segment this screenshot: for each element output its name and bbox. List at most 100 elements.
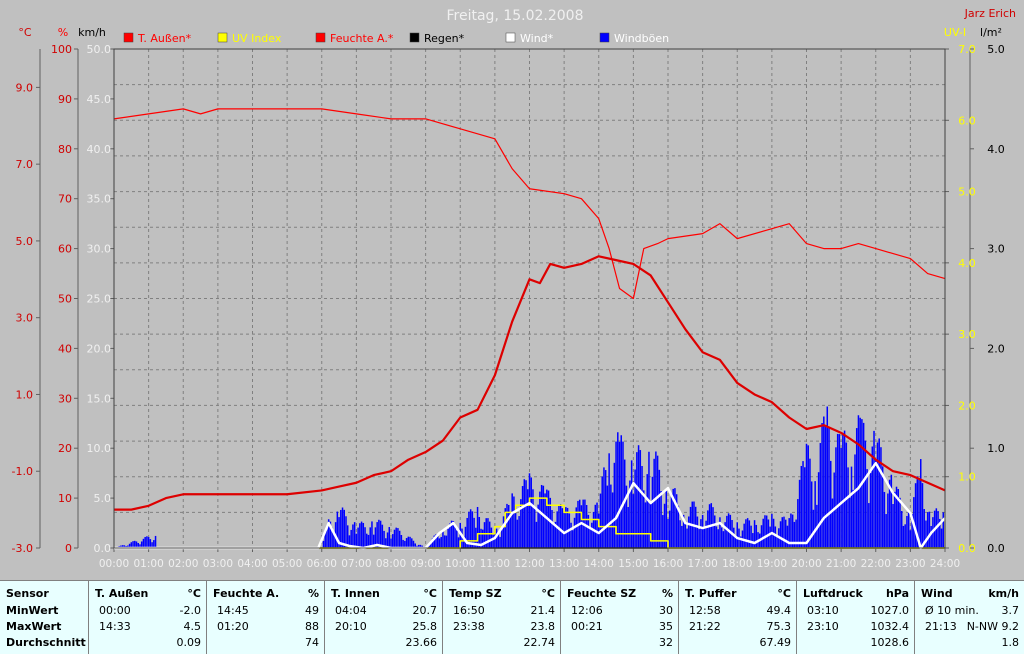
stats-sensor-name: Wind (921, 587, 953, 600)
temp-tick-label: 7.0 (16, 158, 34, 171)
x-tick-label: 21:00 (826, 558, 856, 570)
stats-group: Feuchte A.% 14:45 49 01:20 88 74 (206, 581, 325, 654)
hum-tick-label: 80 (58, 143, 72, 156)
stats-min-value: 20.7 (412, 604, 438, 617)
stats-group: Wind km/h Ø 10 min. 3.7 21:13 N-NW 9.2 1.8 (914, 581, 1024, 654)
uv-tick-label: 7.0 (958, 43, 976, 56)
uv-tick-label: 2.0 (958, 399, 976, 412)
x-tick-label: 17:00 (687, 558, 717, 570)
stats-sensor-name: Feuchte A. (213, 587, 280, 600)
wind-tick-label: 35.0 (87, 193, 112, 206)
x-tick-label: 08:00 (376, 558, 406, 570)
rain-tick-label: 5.0 (987, 43, 1005, 56)
stats-sensor-unit: % (661, 587, 673, 600)
uv-tick-label: 1.0 (958, 471, 976, 484)
chart-title: Freitag, 15.02.2008 (447, 8, 584, 24)
x-tick-label: 02:00 (168, 558, 198, 570)
stats-min-time: 03:10 (807, 604, 839, 617)
uv-tick-label: 4.0 (958, 257, 976, 270)
uv-tick-label: 3.0 (958, 328, 976, 341)
stats-group: Temp SZ °C 16:50 21.4 23:38 23.8 22.74 (442, 581, 561, 654)
stats-row-labels: Sensor MinWert MaxWert Durchschnitt (0, 581, 88, 654)
uv-tick-label: 0.0 (958, 542, 976, 555)
legend-swatch (505, 32, 516, 43)
stats-max-value: 88 (305, 620, 319, 633)
x-tick-label: 04:00 (237, 558, 267, 570)
stats-max-time: 21:13 (925, 620, 957, 633)
stats-group: T. Außen °C 00:00 -2.0 14:33 4.5 0.09 (88, 581, 207, 654)
wind-tick-label: 45.0 (87, 93, 112, 106)
wind-tick-label: 50.0 (87, 43, 112, 56)
hum-tick-label: 10 (58, 492, 72, 505)
stats-avg-value: 0.09 (176, 636, 202, 649)
rain-unit-label: l/m² (980, 26, 1002, 39)
stats-max-value: 1032.4 (870, 620, 910, 633)
stats-max-value: 75.3 (766, 620, 792, 633)
row-label-sensor: Sensor (6, 587, 49, 600)
stats-min-value: -2.0 (179, 604, 201, 617)
x-tick-label: 10:00 (445, 558, 475, 570)
hum-tick-label: 100 (51, 43, 72, 56)
stats-min-value: 21.4 (530, 604, 556, 617)
stats-min-time: 04:04 (335, 604, 367, 617)
stats-group: Feuchte SZ% 12:06 30 00:21 35 32 (560, 581, 679, 654)
series-temperature-outside (114, 255, 946, 511)
stats-min-time: Ø 10 min. (925, 604, 979, 617)
row-label-min: MinWert (6, 604, 59, 617)
series-wind (114, 461, 946, 550)
stats-max-value: 35 (659, 620, 673, 633)
stats-sensor-name: T. Innen (331, 587, 380, 600)
legend-label: Wind* (520, 32, 554, 45)
x-tick-label: 16:00 (653, 558, 683, 570)
stats-sensor-name: Luftdruck (803, 587, 863, 600)
stats-min-time: 12:06 (571, 604, 603, 617)
x-tick-label: 11:00 (480, 558, 510, 570)
stats-sensor-unit: °C (423, 587, 437, 600)
stats-min-time: 16:50 (453, 604, 485, 617)
stats-sensor-name: Feuchte SZ (567, 587, 637, 600)
legend-label: Windböen (614, 32, 669, 45)
stats-min-value: 3.7 (1001, 604, 1020, 617)
rain-tick-label: 2.0 (987, 342, 1005, 355)
legend-swatch (315, 32, 326, 43)
temp-tick-label: 5.0 (16, 235, 34, 248)
stats-sensor-unit: °C (541, 587, 555, 600)
hum-tick-label: 50 (58, 293, 72, 306)
wind-tick-label: 15.0 (87, 392, 112, 405)
stats-avg-value: 74 (305, 636, 319, 649)
temp-tick-label: -3.0 (12, 542, 33, 555)
hum-tick-label: 70 (58, 193, 72, 206)
x-tick-label: 23:00 (895, 558, 925, 570)
stats-max-time: 23:38 (453, 620, 485, 633)
x-tick-label: 12:00 (514, 558, 544, 570)
temp-tick-label: 3.0 (16, 312, 34, 325)
stats-min-value: 1027.0 (870, 604, 910, 617)
stats-min-time: 12:58 (689, 604, 721, 617)
stats-max-value: 4.5 (183, 620, 202, 633)
stats-min-time: 14:45 (217, 604, 249, 617)
x-tick-label: 22:00 (861, 558, 891, 570)
stats-avg-value: 1028.6 (870, 636, 910, 649)
legend-swatch (409, 32, 420, 43)
hum-tick-label: 30 (58, 392, 72, 405)
legend-swatch (123, 32, 134, 43)
x-tick-label: 00:00 (99, 558, 129, 570)
stats-max-time: 14:33 (99, 620, 131, 633)
stats-avg-value: 22.74 (523, 636, 556, 649)
x-tick-label: 07:00 (341, 558, 371, 570)
temp-tick-label: 1.0 (16, 388, 34, 401)
hum-unit-label: % (58, 26, 68, 39)
legend-label: Feuchte A.* (330, 32, 394, 45)
wind-tick-label: 5.0 (94, 492, 112, 505)
row-label-max: MaxWert (6, 620, 62, 633)
stats-max-value: N-NW 9.2 (966, 620, 1019, 633)
x-tick-label: 05:00 (272, 558, 302, 570)
rain-tick-label: 1.0 (987, 442, 1005, 455)
stats-max-time: 21:22 (689, 620, 721, 633)
wind-unit-label: km/h (78, 26, 106, 39)
rain-tick-label: 0.0 (987, 542, 1005, 555)
stats-sensor-name: Temp SZ (449, 587, 502, 600)
stats-avg-value: 23.66 (405, 636, 438, 649)
x-tick-label: 20:00 (791, 558, 821, 570)
weather-chart: Freitag, 15.02.2008 Jarz Erich °C% km/h UV… (12, 7, 1016, 570)
